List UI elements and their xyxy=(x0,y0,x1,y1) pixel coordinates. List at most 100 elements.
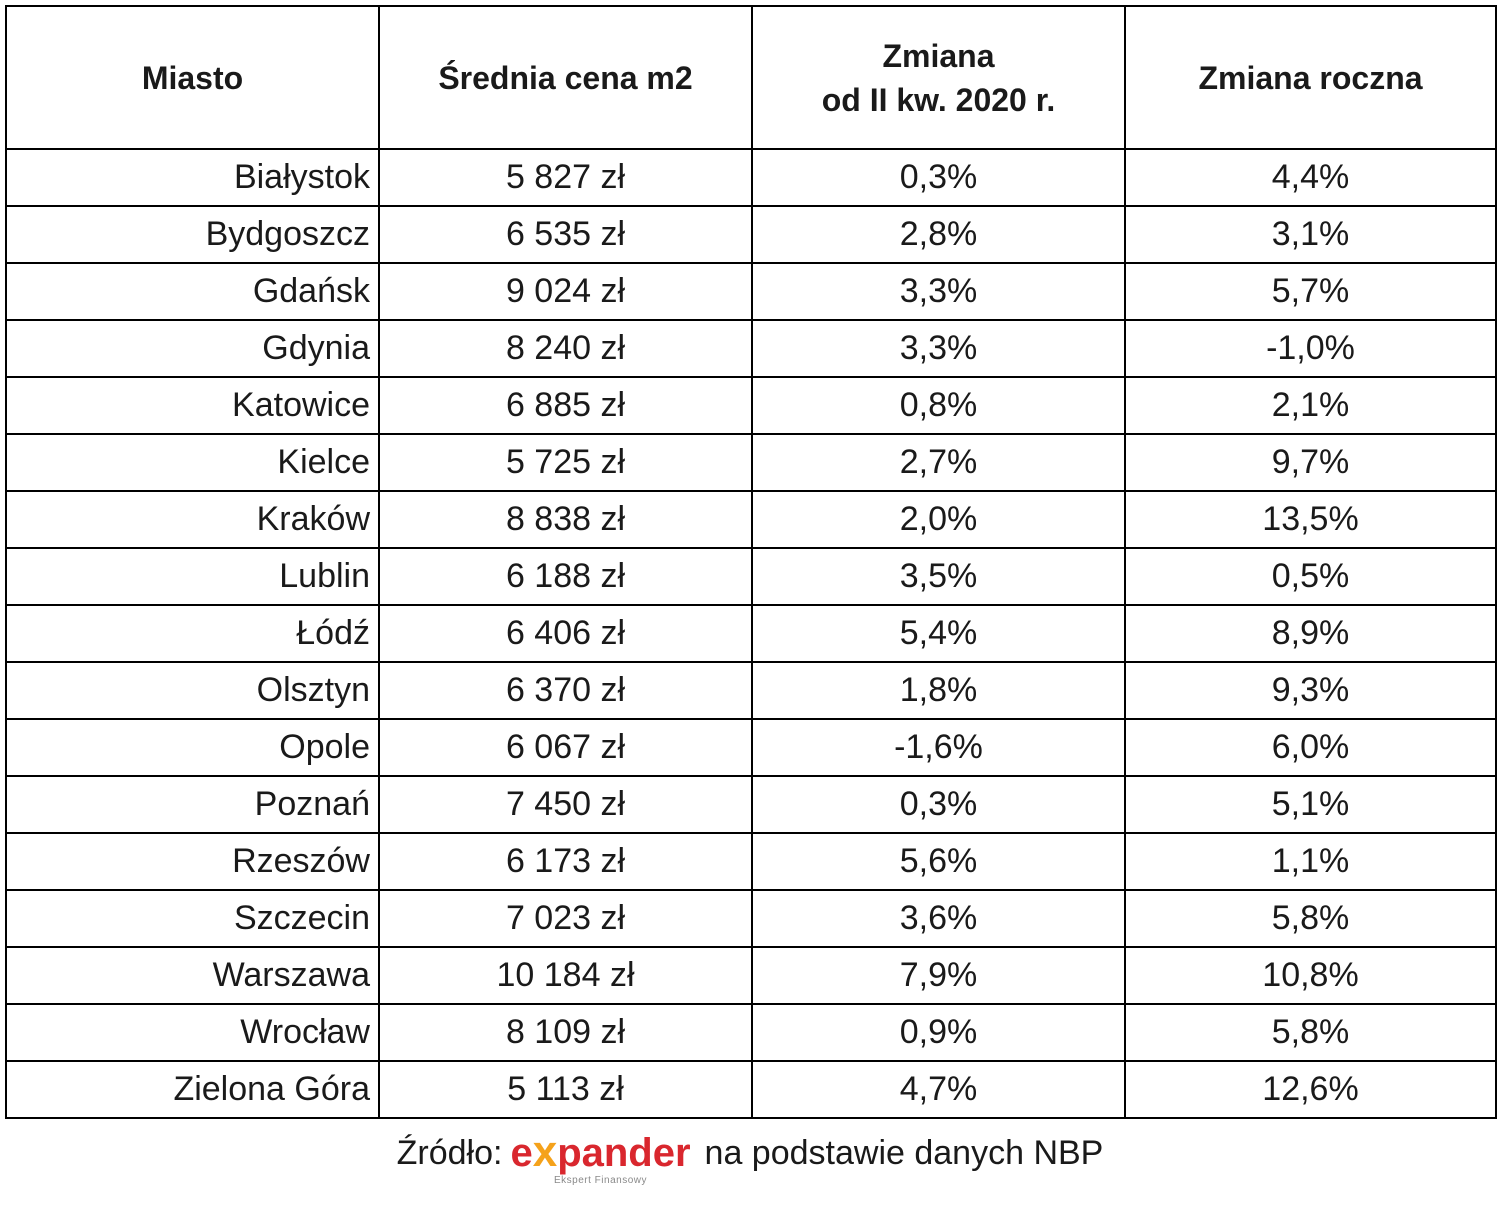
table-header: Miasto Średnia cena m2 Zmiana od II kw. … xyxy=(5,5,1497,150)
change-yoy-cell: 3,1% xyxy=(1124,205,1497,264)
change-quarter-cell: 0,9% xyxy=(751,1003,1126,1062)
header-avg-price: Średnia cena m2 xyxy=(378,5,753,150)
change-yoy-cell: 6,0% xyxy=(1124,718,1497,777)
table-row: Białystok 5 827 zł 0,3% 4,4% xyxy=(5,148,1497,207)
city-cell: Warszawa xyxy=(5,946,380,1005)
price-cell: 6 535 zł xyxy=(378,205,753,264)
price-table: Miasto Średnia cena m2 Zmiana od II kw. … xyxy=(5,5,1497,1119)
change-quarter-cell: 3,3% xyxy=(751,262,1126,321)
table-row: Kielce 5 725 zł 2,7% 9,7% xyxy=(5,433,1497,492)
change-yoy-cell: 10,8% xyxy=(1124,946,1497,1005)
change-yoy-cell: 5,7% xyxy=(1124,262,1497,321)
price-cell: 8 838 zł xyxy=(378,490,753,549)
change-yoy-cell: 4,4% xyxy=(1124,148,1497,207)
city-cell: Kraków xyxy=(5,490,380,549)
change-yoy-cell: 5,1% xyxy=(1124,775,1497,834)
price-cell: 5 827 zł xyxy=(378,148,753,207)
change-quarter-cell: 0,8% xyxy=(751,376,1126,435)
change-quarter-cell: 1,8% xyxy=(751,661,1126,720)
table-row: Poznań 7 450 zł 0,3% 5,1% xyxy=(5,775,1497,834)
price-cell: 5 725 zł xyxy=(378,433,753,492)
change-yoy-cell: 5,8% xyxy=(1124,1003,1497,1062)
city-cell: Białystok xyxy=(5,148,380,207)
price-cell: 6 188 zł xyxy=(378,547,753,606)
price-cell: 5 113 zł xyxy=(378,1060,753,1119)
table-row: Gdynia 8 240 zł 3,3% -1,0% xyxy=(5,319,1497,378)
change-yoy-cell: 9,3% xyxy=(1124,661,1497,720)
change-quarter-cell: 5,4% xyxy=(751,604,1126,663)
price-cell: 6 173 zł xyxy=(378,832,753,891)
city-cell: Gdańsk xyxy=(5,262,380,321)
change-yoy-cell: 2,1% xyxy=(1124,376,1497,435)
price-cell: 7 023 zł xyxy=(378,889,753,948)
change-yoy-cell: 0,5% xyxy=(1124,547,1497,606)
table-row: Warszawa 10 184 zł 7,9% 10,8% xyxy=(5,946,1497,1005)
change-quarter-cell: 3,6% xyxy=(751,889,1126,948)
city-cell: Zielona Góra xyxy=(5,1060,380,1119)
table-row: Olsztyn 6 370 zł 1,8% 9,3% xyxy=(5,661,1497,720)
change-yoy-cell: 13,5% xyxy=(1124,490,1497,549)
change-yoy-cell: 12,6% xyxy=(1124,1060,1497,1119)
change-quarter-cell: 3,3% xyxy=(751,319,1126,378)
city-cell: Szczecin xyxy=(5,889,380,948)
city-cell: Poznań xyxy=(5,775,380,834)
city-cell: Olsztyn xyxy=(5,661,380,720)
change-quarter-cell: 4,7% xyxy=(751,1060,1126,1119)
table-row: Rzeszów 6 173 zł 5,6% 1,1% xyxy=(5,832,1497,891)
price-cell: 10 184 zł xyxy=(378,946,753,1005)
city-cell: Lublin xyxy=(5,547,380,606)
change-yoy-cell: 1,1% xyxy=(1124,832,1497,891)
city-cell: Opole xyxy=(5,718,380,777)
price-cell: 8 240 zł xyxy=(378,319,753,378)
change-quarter-cell: 2,7% xyxy=(751,433,1126,492)
price-cell: 8 109 zł xyxy=(378,1003,753,1062)
table-row: Łódź 6 406 zł 5,4% 8,9% xyxy=(5,604,1497,663)
expander-logo-tagline: Ekspert Finansowy xyxy=(554,1175,647,1186)
table-row: Gdańsk 9 024 zł 3,3% 5,7% xyxy=(5,262,1497,321)
city-cell: Rzeszów xyxy=(5,832,380,891)
change-quarter-cell: 0,3% xyxy=(751,148,1126,207)
expander-logo: e x pander Ekspert Finansowy xyxy=(510,1128,690,1190)
source-label: Źródło: xyxy=(396,1134,503,1172)
city-cell: Bydgoszcz xyxy=(5,205,380,264)
change-quarter-cell: 0,3% xyxy=(751,775,1126,834)
header-change-yoy: Zmiana roczna xyxy=(1124,5,1497,150)
city-cell: Wrocław xyxy=(5,1003,380,1062)
price-cell: 6 885 zł xyxy=(378,376,753,435)
price-cell: 6 370 zł xyxy=(378,661,753,720)
price-cell: 7 450 zł xyxy=(378,775,753,834)
source-line: Źródło: e x pander Ekspert Finansowy na po… xyxy=(0,1128,1500,1198)
change-quarter-cell: 2,8% xyxy=(751,205,1126,264)
city-cell: Gdynia xyxy=(5,319,380,378)
header-city: Miasto xyxy=(5,5,380,150)
table-row: Bydgoszcz 6 535 zł 2,8% 3,1% xyxy=(5,205,1497,264)
change-yoy-cell: 8,9% xyxy=(1124,604,1497,663)
table-row: Lublin 6 188 zł 3,5% 0,5% xyxy=(5,547,1497,606)
table-row: Katowice 6 885 zł 0,8% 2,1% xyxy=(5,376,1497,435)
table-row: Zielona Góra 5 113 zł 4,7% 12,6% xyxy=(5,1060,1497,1119)
logo-letter-e: e xyxy=(510,1131,533,1175)
table-row: Szczecin 7 023 zł 3,6% 5,8% xyxy=(5,889,1497,948)
price-cell: 6 067 zł xyxy=(378,718,753,777)
city-cell: Kielce xyxy=(5,433,380,492)
header-row: Miasto Średnia cena m2 Zmiana od II kw. … xyxy=(5,5,1497,150)
change-quarter-cell: 2,0% xyxy=(751,490,1126,549)
expander-logo-wordmark: e x pander xyxy=(510,1128,690,1177)
change-quarter-cell: -1,6% xyxy=(751,718,1126,777)
price-cell: 6 406 zł xyxy=(378,604,753,663)
header-change-quarter-line1: Zmiana xyxy=(882,37,995,74)
source-description: na podstawie danych NBP xyxy=(704,1134,1104,1172)
change-yoy-cell: 5,8% xyxy=(1124,889,1497,948)
header-change-quarter: Zmiana od II kw. 2020 r. xyxy=(751,5,1126,150)
table-body: Białystok 5 827 zł 0,3% 4,4% Bydgoszcz 6 535 … xyxy=(5,148,1497,1119)
change-quarter-cell: 7,9% xyxy=(751,946,1126,1005)
table-row: Opole 6 067 zł -1,6% 6,0% xyxy=(5,718,1497,777)
city-cell: Łódź xyxy=(5,604,380,663)
price-cell: 9 024 zł xyxy=(378,262,753,321)
change-yoy-cell: 9,7% xyxy=(1124,433,1497,492)
change-yoy-cell: -1,0% xyxy=(1124,319,1497,378)
change-quarter-cell: 5,6% xyxy=(751,832,1126,891)
header-change-quarter-line2: od II kw. 2020 r. xyxy=(821,81,1056,118)
city-cell: Katowice xyxy=(5,376,380,435)
logo-letter-x: x xyxy=(532,1127,558,1176)
